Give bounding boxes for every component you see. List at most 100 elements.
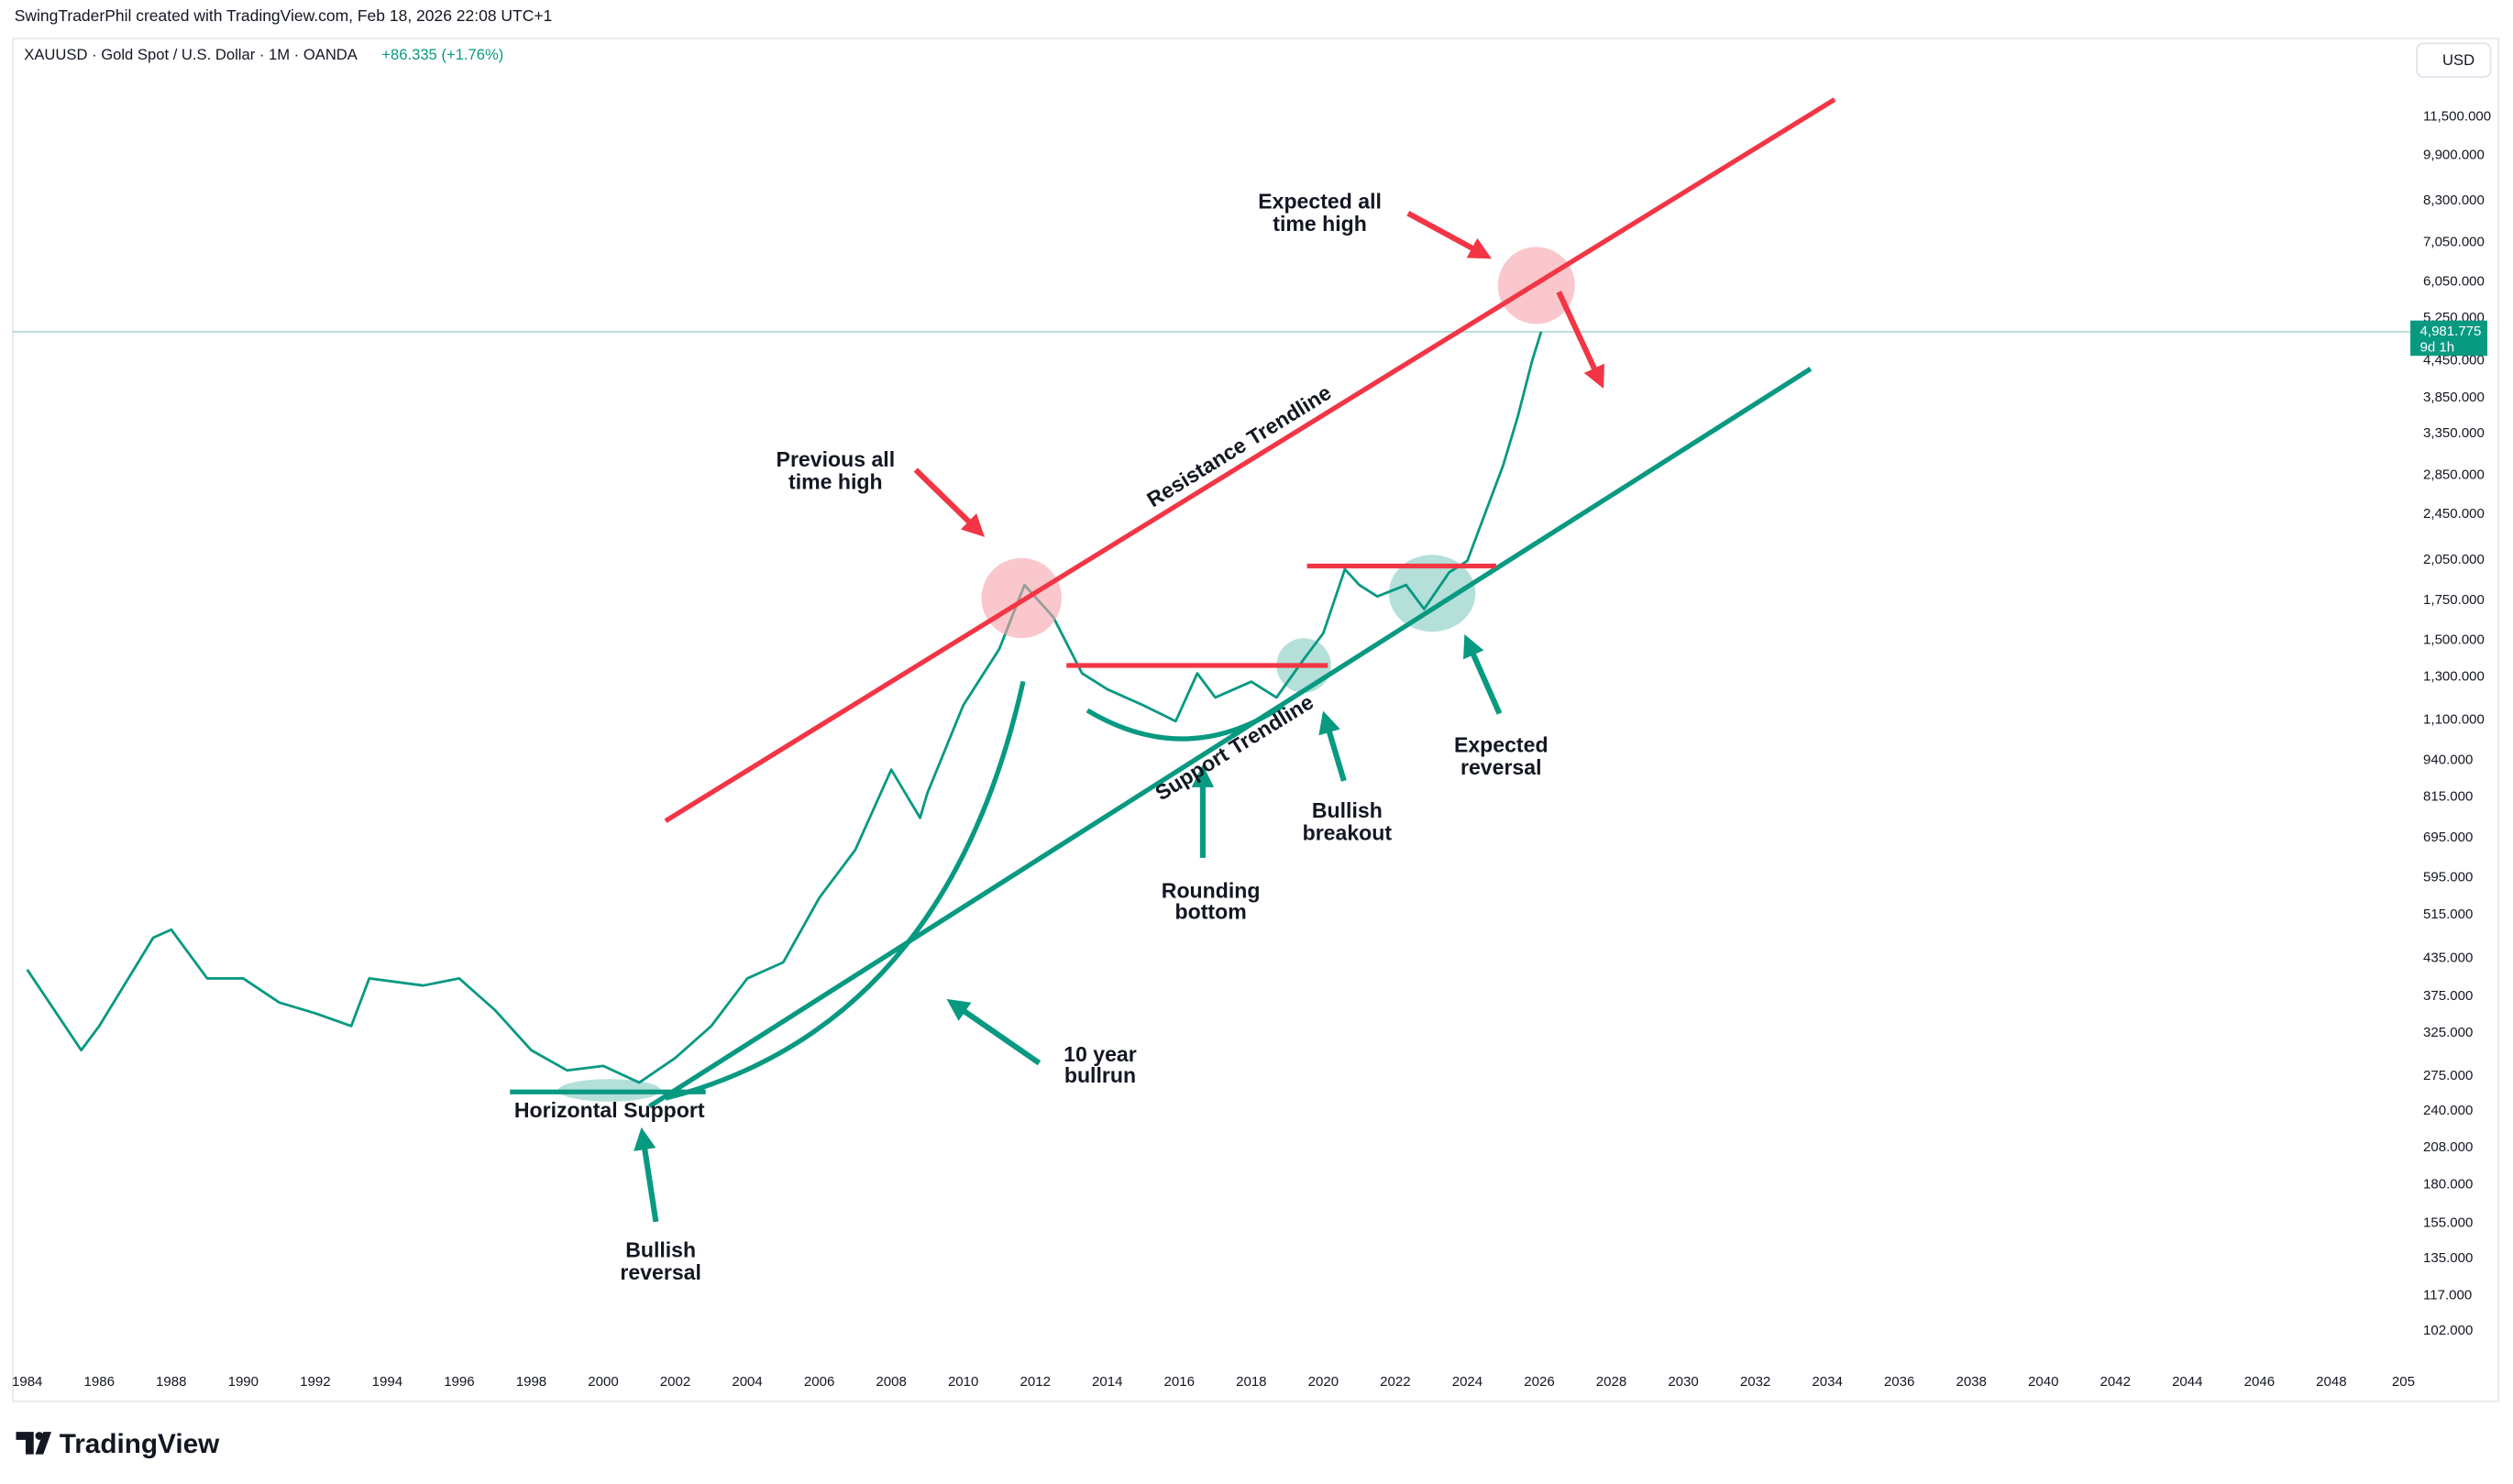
x-tick-label: 2016 (1164, 1374, 1195, 1390)
last-price-label: 4,981.775 (2420, 324, 2482, 339)
arrow (634, 1127, 659, 1223)
x-tick-label: 2024 (1452, 1374, 1482, 1390)
annotation: 10 year (1064, 1042, 1137, 1066)
x-tick-label: 2000 (588, 1374, 618, 1390)
y-tick-label: 2,050.000 (2423, 552, 2485, 567)
x-tick-label: 2040 (2028, 1374, 2058, 1390)
change: +86.335 (+1.76%) (381, 46, 503, 63)
x-tick-label: 1996 (444, 1374, 474, 1390)
x-tick-label: 2012 (1020, 1374, 1050, 1390)
y-tick-label: 2,450.000 (2423, 506, 2485, 522)
x-tick-label: 1986 (84, 1374, 115, 1390)
annotation: breakout (1303, 821, 1393, 845)
x-tick-label: 2028 (1596, 1374, 1626, 1390)
annotation: reversal (1460, 755, 1542, 779)
y-tick-label: 135.000 (2423, 1250, 2473, 1266)
y-tick-label: 325.000 (2423, 1025, 2473, 1040)
x-tick-label: 2038 (1956, 1374, 1986, 1390)
y-tick-label: 208.000 (2423, 1139, 2473, 1155)
annotation: Bullish (625, 1237, 696, 1261)
annotation: reversal (620, 1260, 701, 1284)
y-tick-label: 3,850.000 (2423, 390, 2485, 405)
x-tick-label: 2030 (1668, 1374, 1698, 1390)
x-tick-label: 1988 (156, 1374, 186, 1390)
y-tick-label: 3,350.000 (2423, 425, 2485, 441)
logo-icon (35, 1432, 44, 1440)
y-tick-label: 515.000 (2423, 907, 2473, 922)
support-trendline (648, 367, 1813, 1109)
x-tick-label: 2008 (876, 1374, 906, 1390)
annotation: bottom (1175, 899, 1247, 923)
x-tick-label: 2022 (1380, 1374, 1410, 1390)
countdown: 9d 1h (2420, 339, 2455, 355)
y-tick-label: 155.000 (2423, 1215, 2473, 1230)
highlight-circle (981, 557, 1062, 639)
y-tick-label: 2,850.000 (2423, 467, 2485, 482)
annotation: Previous all (777, 447, 896, 471)
y-tick-label: 7,050.000 (2423, 235, 2485, 250)
y-tick-label: 9,900.000 (2423, 147, 2485, 162)
annotation: Resistance Trendline (1142, 380, 1335, 512)
arrow (913, 467, 986, 537)
x-tick-label: 2002 (660, 1374, 690, 1390)
annotation: bullrun (1064, 1063, 1136, 1087)
arrow (1318, 710, 1347, 782)
x-tick-label: 2034 (1812, 1374, 1842, 1390)
y-tick-label: 1,750.000 (2423, 592, 2485, 608)
annotation: Rounding (1162, 879, 1261, 903)
y-tick-label: 940.000 (2423, 752, 2473, 767)
annotations: Expected all time high Previous all time… (510, 97, 1836, 1284)
annotation: time high (788, 470, 883, 494)
x-tick-label: 1994 (372, 1374, 402, 1390)
annotation: Expected (1454, 732, 1549, 756)
x-tick-label: 2010 (948, 1374, 978, 1390)
logo: TradingView (16, 1429, 220, 1459)
x-tick-label: 2004 (732, 1374, 762, 1390)
x-tick-label: 1998 (516, 1374, 546, 1390)
currency-button[interactable] (2416, 42, 2492, 78)
y-tick-label: 117.000 (2423, 1287, 2472, 1303)
arrow (946, 998, 1042, 1066)
arrow (1556, 291, 1604, 389)
annotation: Bullish (1312, 798, 1383, 822)
last-price-badge (2410, 320, 2488, 357)
bullrun-curve (665, 680, 1026, 1101)
annotation: Support Trendline (1151, 689, 1317, 805)
x-tick-label: 2020 (1308, 1374, 1339, 1390)
x-tick-label: 2006 (804, 1374, 834, 1390)
y-tick-label: 375.000 (2423, 988, 2473, 1004)
y-tick-label: 595.000 (2423, 869, 2473, 885)
logo-text: TradingView (60, 1429, 220, 1459)
y-tick-label: 1,500.000 (2423, 632, 2485, 647)
y-tick-label: 8,300.000 (2423, 192, 2485, 208)
y-tick-label: 275.000 (2423, 1068, 2473, 1083)
y-tick-label: 6,050.000 (2423, 273, 2485, 289)
x-tick-label: 2048 (2316, 1374, 2346, 1390)
currency: USD (2442, 51, 2474, 69)
x-tick-label: 2014 (1092, 1374, 1122, 1390)
y-tick-label: 1,100.000 (2423, 711, 2485, 727)
x-tick-label: 205 (2392, 1374, 2415, 1390)
logo-icon (16, 1432, 51, 1455)
x-tick-label: 1992 (300, 1374, 330, 1390)
x-tick-label: 2036 (1884, 1374, 1914, 1390)
x-tick-label: 1990 (228, 1374, 259, 1390)
arrow (1463, 634, 1503, 715)
x-tick-label: 2044 (2172, 1374, 2202, 1390)
y-tick-label: 4,450.000 (2423, 353, 2485, 368)
y-tick-label: 815.000 (2423, 788, 2473, 804)
resistance-trendline (664, 97, 1836, 823)
x-tick-label: 2018 (1236, 1374, 1266, 1390)
arrow (1406, 211, 1493, 259)
y-tick-label: 240.000 (2423, 1103, 2473, 1118)
chart-frame (12, 38, 2499, 1402)
price-line (26, 331, 1543, 1084)
y-tick-label: 102.000 (2423, 1323, 2473, 1338)
x-tick-label: 2026 (1524, 1374, 1554, 1390)
y-tick-label: 1,300.000 (2423, 668, 2485, 684)
y-tick-label: 180.000 (2423, 1177, 2473, 1193)
annotation: Expected all (1258, 189, 1382, 213)
highlight-circle (1388, 555, 1476, 632)
